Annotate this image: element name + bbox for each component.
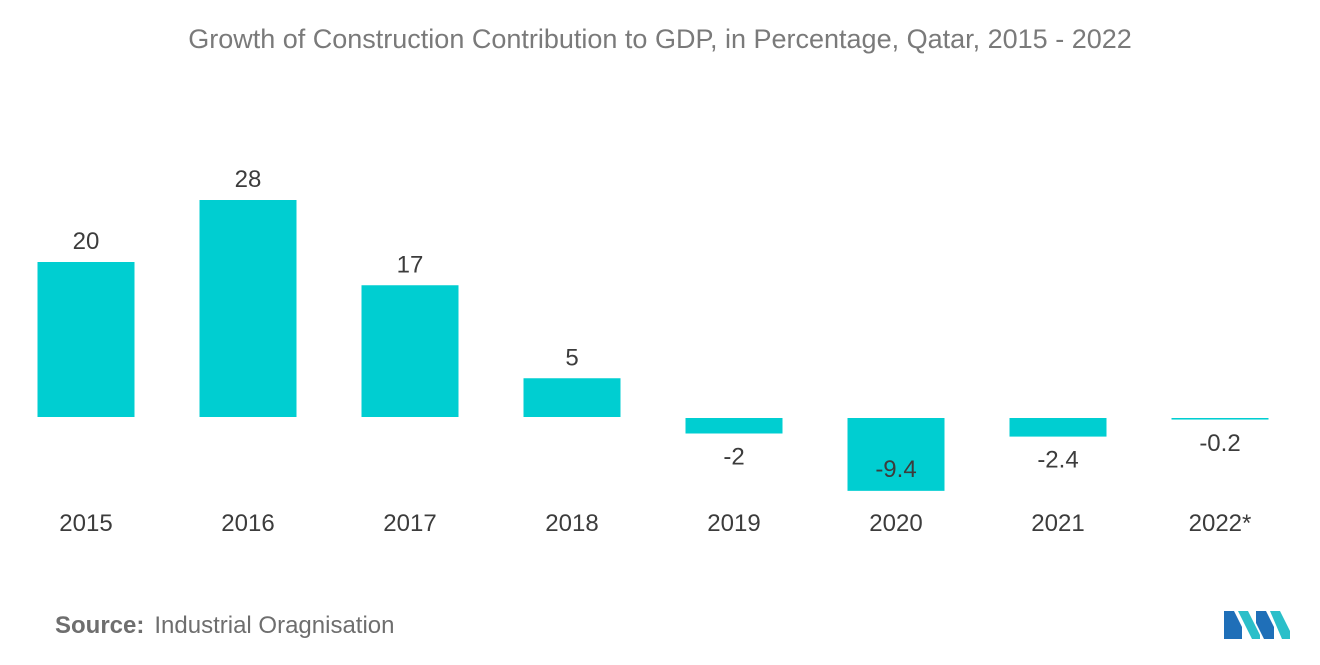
mordor-intelligence-logo-icon xyxy=(1224,611,1290,639)
x-tick-label: 2016 xyxy=(221,510,274,537)
bar-value-label: 20 xyxy=(73,228,100,255)
bar-2020 xyxy=(847,418,945,491)
bar-value-label: -0.2 xyxy=(1199,430,1240,457)
bars-group xyxy=(37,200,1269,491)
bar-value-label: -9.4 xyxy=(875,456,916,483)
x-tick-label: 2017 xyxy=(383,510,436,537)
bar-2015 xyxy=(37,262,135,417)
bar-2022* xyxy=(1171,418,1269,420)
x-tick-label: 2020 xyxy=(869,510,922,537)
bar-2019 xyxy=(685,418,783,434)
x-tick-label: 2021 xyxy=(1031,510,1084,537)
bar-value-label: 5 xyxy=(565,344,578,371)
source-note: Source: Industrial Oragnisation xyxy=(55,612,395,640)
x-axis-tick-labels: 2015 2016 2017 2018 2019 2020 2021 2022* xyxy=(59,510,1251,537)
chart-title: Growth of Construction Contribution to G… xyxy=(188,24,1132,54)
bar-value-label: 17 xyxy=(397,251,424,278)
bar-2016 xyxy=(199,200,297,417)
bar-value-label: 28 xyxy=(235,166,262,193)
bar-value-label: -2 xyxy=(723,444,744,471)
x-tick-label: 2019 xyxy=(707,510,760,537)
source-text: Industrial Oragnisation xyxy=(154,612,395,639)
x-tick-label: 2022* xyxy=(1189,510,1252,537)
bar-2017 xyxy=(361,285,459,417)
bar-2021 xyxy=(1009,418,1107,437)
bar-labels-group: 20 28 17 5 -2 -9.4 -2.4 -0.2 xyxy=(73,166,1241,483)
bar-value-label: -2.4 xyxy=(1037,447,1078,474)
x-tick-label: 2015 xyxy=(59,510,112,537)
bar-2018 xyxy=(523,378,621,417)
source-label: Source: xyxy=(55,612,145,639)
x-tick-label: 2018 xyxy=(545,510,598,537)
